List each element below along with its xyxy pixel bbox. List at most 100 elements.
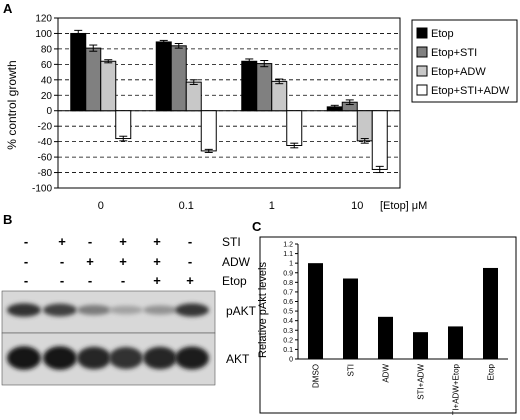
blot-condition-sign: - xyxy=(24,234,28,249)
panel-c-bar xyxy=(448,326,463,359)
panel-a-bar xyxy=(70,32,87,112)
blot-condition-sign: - xyxy=(188,234,192,249)
panel-c-y-tick-label: 0.1 xyxy=(283,347,293,354)
blot-band xyxy=(175,346,209,370)
panel-c-frame xyxy=(259,236,517,414)
blot-band xyxy=(143,346,177,370)
blot-band-label: AKT xyxy=(226,352,250,366)
panel-c-bar xyxy=(308,263,323,359)
blot-band xyxy=(77,346,111,370)
panel-a-y-tick-label: -60 xyxy=(38,153,53,164)
panel-a-legend-swatch xyxy=(416,27,428,39)
blot-condition-label: STI xyxy=(222,235,241,249)
panel-a-y-tick-label: 60 xyxy=(41,60,53,71)
panel-a-bar xyxy=(185,81,202,112)
panel-a-legend-swatch xyxy=(416,65,428,77)
panel-c-y-tick-label: 0.2 xyxy=(283,337,293,344)
blot-condition-label: Etop xyxy=(222,274,247,288)
panel-a-bar xyxy=(286,110,303,146)
panel-c-x-tick-label: ADW xyxy=(382,364,391,383)
panel-c-x-tick-label: Etop xyxy=(487,363,496,380)
panel-c-y-tick-label: 0.5 xyxy=(283,309,293,316)
panel-a-legend-entry: Etop xyxy=(431,28,454,40)
panel-c-x-tick-label: STI+ADW xyxy=(417,364,426,400)
panel-a-bar xyxy=(241,60,258,112)
panel-c-y-axis-label: Relative pAkt levels xyxy=(257,262,269,358)
blot-condition-table: - + - + + - STI - - + + + - ADW - - - - + + Etop xyxy=(24,234,251,288)
blot-condition-sign: - xyxy=(88,273,92,288)
panel-a-y-tick-label: 0 xyxy=(46,106,52,117)
panel-a-y-tick-label: 100 xyxy=(35,29,52,40)
panel-a-legend-box xyxy=(411,19,518,103)
blot-condition-sign: + xyxy=(58,234,66,249)
blot-band xyxy=(109,347,143,369)
blot-image: pAKT AKT xyxy=(1,290,257,386)
blot-condition-sign: + xyxy=(86,254,94,269)
panel-c-x-tick-label: STI+ADW+Etop xyxy=(452,363,461,415)
blot-condition-sign: + xyxy=(153,254,161,269)
panel-label-a: A xyxy=(3,1,13,16)
panel-c-x-tick-label: STI xyxy=(347,364,356,376)
blot-condition-sign: - xyxy=(188,254,192,269)
panel-c-x-tick-label: DMSO xyxy=(312,364,321,388)
panel-a-legend-entry: Etop+STI xyxy=(431,47,477,59)
panel-a-legend: Etop Etop+STI Etop+ADW Etop+STI+ADW xyxy=(411,19,518,103)
panel-c-bar xyxy=(378,316,393,359)
blot-condition-sign: - xyxy=(121,273,125,288)
panel-c-y-tick-label: 0.6 xyxy=(283,299,293,306)
blot-condition-sign: - xyxy=(60,254,64,269)
panel-a-y-tick-label: -80 xyxy=(38,168,53,179)
blot-condition-sign: + xyxy=(153,273,161,288)
panel-a-x-tick-label: 10 xyxy=(351,200,363,212)
panel-a-x-axis-label: [Etop] μM xyxy=(380,200,427,212)
panel-label-b: B xyxy=(3,212,12,227)
panel-a-bar xyxy=(371,110,388,170)
blot-condition-sign: + xyxy=(186,273,194,288)
panel-c-y-tick-label: 0.4 xyxy=(283,318,293,325)
panel-a-chart: -100 -80 -60 -40 -20 0 20 40 60 80 100 120 0 0.1 1 10 xyxy=(32,14,401,212)
panel-c-chart: 0 0.1 0.2 0.3 0.4 0.5 0.6 0.7 0.8 0.9 1 1.1 1.2 DMSO S… xyxy=(259,236,517,420)
panel-a-legend-entry: Etop+ADW xyxy=(431,66,486,78)
blot-condition-sign: - xyxy=(24,254,28,269)
panel-c-y-tick-label: 0.8 xyxy=(283,280,293,287)
panel-c-bar xyxy=(413,332,428,359)
panel-c-y-tick-label: 0.3 xyxy=(283,328,293,335)
panel-a-bar xyxy=(271,80,288,112)
blot-condition-sign: + xyxy=(119,234,127,249)
panel-a-y-tick-label: -20 xyxy=(38,122,53,133)
panel-a-legend-swatch xyxy=(416,84,428,96)
blot-condition-sign: - xyxy=(88,234,92,249)
panel-a-y-tick-label: 20 xyxy=(41,91,53,102)
panel-c-y-tick-label: 1.1 xyxy=(283,251,293,258)
panel-a-y-tick-label: -40 xyxy=(38,137,53,148)
panel-a-legend-entry: Etop+STI+ADW xyxy=(431,85,510,97)
panel-a-bar xyxy=(115,110,132,140)
blot-condition-sign: + xyxy=(119,254,127,269)
panel-a-x-tick-label: 0.1 xyxy=(179,200,194,212)
panel-c-y-tick-label: 1.2 xyxy=(283,242,293,249)
panel-a-y-tick-label: 40 xyxy=(41,75,53,86)
blot-band xyxy=(7,346,41,370)
panel-a-bar xyxy=(356,110,373,142)
panel-a-bar xyxy=(155,41,172,112)
panel-c-y-tick-label: 0 xyxy=(289,357,293,364)
blot-band xyxy=(43,346,77,370)
blot-condition-label: ADW xyxy=(222,255,251,269)
panel-a-bar xyxy=(200,110,217,152)
panel-a-x-tick-label: 1 xyxy=(269,200,275,212)
blot-band xyxy=(43,303,77,317)
blot-band xyxy=(175,303,209,317)
blot-band xyxy=(7,303,41,317)
panel-c-y-tick-label: 1 xyxy=(289,261,293,268)
panel-a-bar xyxy=(170,45,187,112)
panel-c-y-tick-label: 0.9 xyxy=(283,270,293,277)
panel-label-c: C xyxy=(252,219,262,234)
panel-a-y-tick-label: -100 xyxy=(32,184,52,195)
blot-band xyxy=(77,304,111,316)
panel-a-y-tick-label: 80 xyxy=(41,44,53,55)
blot-condition-sign: + xyxy=(153,234,161,249)
panel-c-bar xyxy=(343,278,358,359)
blot-band xyxy=(109,305,143,315)
panel-a-y-axis-label: % control growth xyxy=(5,60,19,149)
